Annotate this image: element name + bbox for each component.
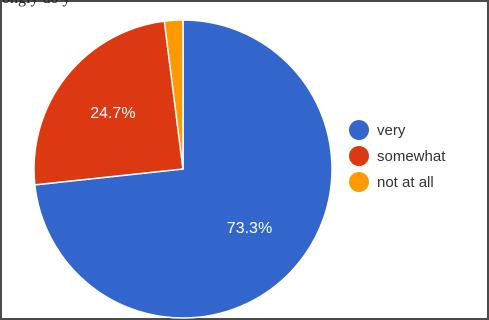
chart-legend: very somewhat not at all <box>349 117 445 195</box>
legend-label-somewhat: somewhat <box>377 147 446 165</box>
legend-label-not-at-all: not at all <box>377 173 434 191</box>
legend-item-very[interactable]: very <box>349 117 445 143</box>
legend-swatch-not-at-all <box>349 172 369 192</box>
pie-slice-not-at-all[interactable] <box>163 19 184 170</box>
legend-swatch-somewhat <box>349 146 369 166</box>
pie-slice-somewhat[interactable] <box>33 20 184 186</box>
pie-label-very: 73.3% <box>227 220 272 237</box>
pie-labels: 73.3% 24.7% <box>90 105 272 237</box>
legend-swatch-very <box>349 120 369 140</box>
legend-item-somewhat[interactable]: somewhat <box>349 143 445 169</box>
cropped-question-text: ongly do y <box>2 0 70 9</box>
pie-label-somewhat: 24.7% <box>90 105 135 122</box>
legend-label-very: very <box>377 121 406 139</box>
legend-item-not-at-all[interactable]: not at all <box>349 169 445 195</box>
pie-slices <box>33 19 333 319</box>
